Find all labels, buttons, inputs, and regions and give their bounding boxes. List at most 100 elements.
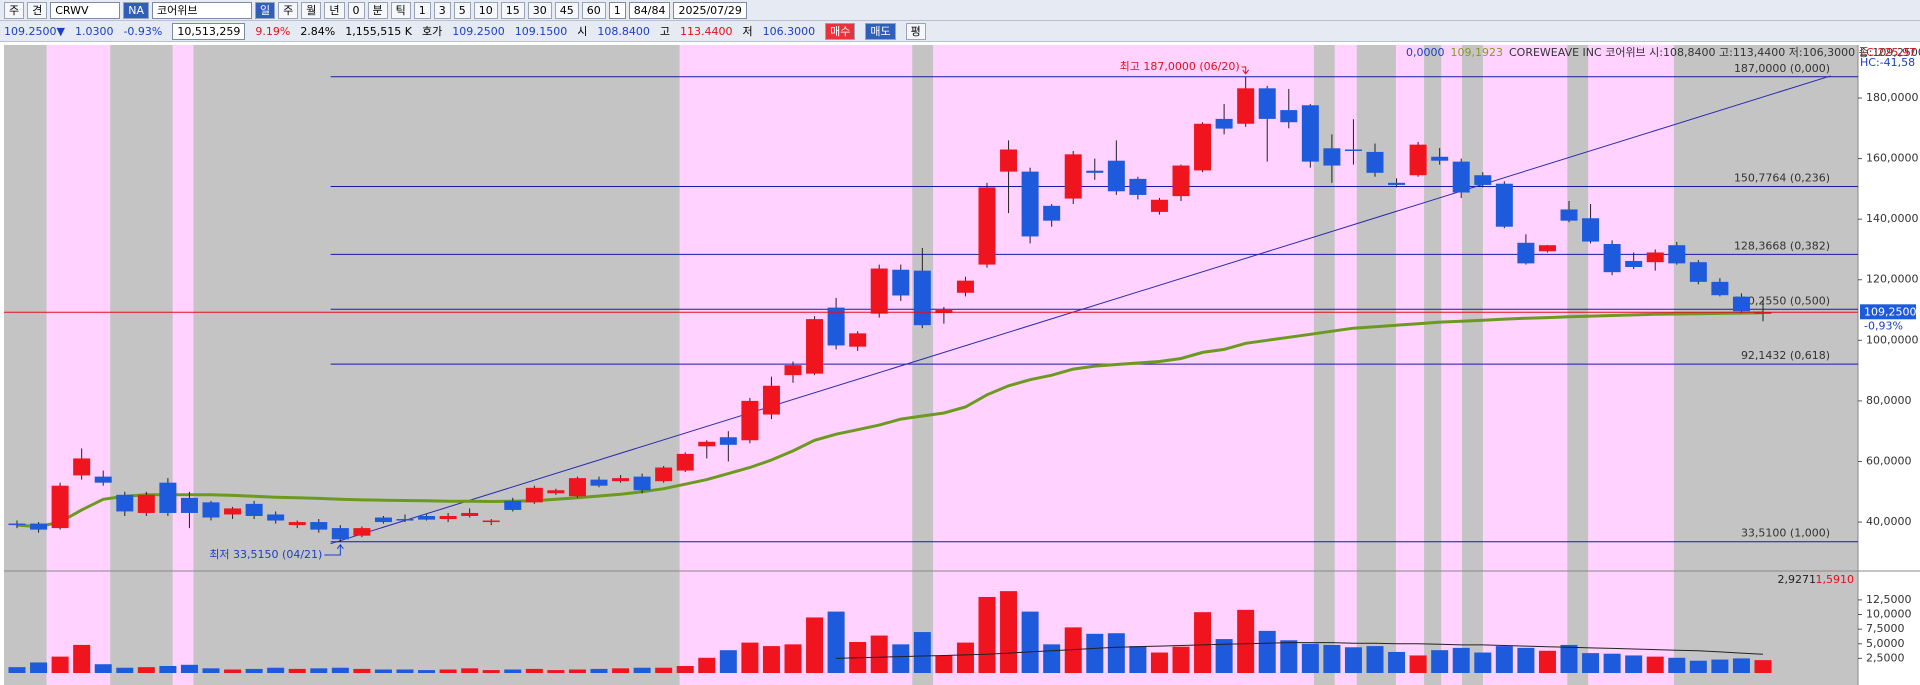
volume-bar bbox=[1646, 656, 1664, 673]
candle-body bbox=[719, 437, 737, 445]
volume-bar bbox=[719, 650, 737, 673]
volume-label: 2,9271 bbox=[1778, 573, 1817, 586]
candle-body bbox=[288, 522, 306, 526]
volume-bar bbox=[698, 657, 716, 673]
button[interactable]: 월 bbox=[301, 1, 322, 19]
buy-button[interactable]: 매수 bbox=[825, 22, 856, 40]
volume-bar bbox=[288, 668, 306, 673]
candle-body bbox=[1323, 148, 1341, 166]
candle-body bbox=[956, 280, 974, 293]
button[interactable]: 45 bbox=[554, 1, 579, 19]
volume-bar bbox=[439, 669, 457, 673]
volume-bar bbox=[1237, 609, 1255, 673]
candle-body bbox=[8, 523, 26, 526]
period-input[interactable]: 1 bbox=[608, 1, 626, 19]
volume: 10,513,259 bbox=[172, 22, 246, 40]
chart: 40,0000 60,0000 80,0000 100,0000 120,0000 140… bbox=[4, 45, 1920, 685]
candle-body bbox=[1129, 178, 1147, 195]
button[interactable]: 년 bbox=[324, 1, 345, 19]
volume-bar bbox=[73, 644, 91, 673]
volume-bar bbox=[913, 632, 931, 673]
candle-body bbox=[870, 268, 888, 314]
button[interactable]: 1 bbox=[413, 1, 431, 19]
candle-body bbox=[1000, 149, 1018, 172]
volume-bar bbox=[51, 656, 69, 673]
market-badge: NA bbox=[123, 1, 150, 19]
low: 106.3000 bbox=[762, 24, 816, 38]
button[interactable]: 3 bbox=[433, 1, 451, 19]
volume-bar bbox=[1150, 652, 1168, 673]
candle-body bbox=[849, 333, 867, 347]
y-tick-label: 120,0000 bbox=[1866, 273, 1919, 286]
axis-bg bbox=[1858, 45, 1920, 685]
volume-bar bbox=[310, 668, 328, 673]
volume-bar bbox=[1431, 650, 1449, 673]
y-tick-label: 60,0000 bbox=[1866, 454, 1912, 467]
session-band bbox=[172, 45, 194, 685]
volume-bar bbox=[633, 667, 651, 673]
y-tick-label: 140,0000 bbox=[1866, 212, 1919, 225]
candle-body bbox=[590, 479, 608, 486]
legend: 0,0000 109,1923 COREWEAVE INC 코어위브 시:108,8… bbox=[1406, 46, 1920, 59]
button[interactable]: 15 bbox=[500, 1, 525, 19]
button[interactable]: 5 bbox=[453, 1, 471, 19]
button[interactable]: 분 bbox=[367, 1, 388, 19]
y-tick-label: 160,0000 bbox=[1866, 152, 1919, 165]
fib-label: 92,1432 (0,618) bbox=[1741, 349, 1830, 362]
name-input[interactable]: 코어위브 bbox=[152, 1, 253, 19]
y-tick-label: 7,5000 bbox=[1866, 622, 1905, 635]
volume-bar bbox=[1107, 633, 1125, 673]
y-tick-label: 12,5000 bbox=[1866, 593, 1912, 606]
price-tag bbox=[1860, 304, 1916, 320]
candle-body bbox=[827, 307, 845, 346]
button[interactable]: 60 bbox=[581, 1, 606, 19]
button[interactable]: 일 bbox=[255, 1, 276, 19]
candle-body bbox=[202, 502, 220, 518]
lc-label: LC:225,97 bbox=[1860, 46, 1916, 59]
price-tag-label: 109,2500 bbox=[1864, 305, 1917, 318]
y-tick-label: 100,0000 bbox=[1866, 333, 1919, 346]
volume-bar bbox=[1344, 647, 1362, 673]
candle-body bbox=[892, 269, 910, 296]
button[interactable]: 10 bbox=[473, 1, 498, 19]
candle-body bbox=[1237, 88, 1255, 124]
candle-body bbox=[1560, 209, 1578, 221]
candle-body bbox=[935, 310, 953, 314]
candle-body bbox=[1603, 243, 1621, 273]
symbol-input[interactable]: CRWV bbox=[50, 1, 121, 19]
button[interactable]: 견 bbox=[27, 1, 48, 19]
candle-body bbox=[1452, 161, 1470, 193]
candle-body bbox=[1043, 205, 1061, 221]
button[interactable]: 주 bbox=[278, 1, 299, 19]
toolbar: 주 견 CRWV NA 코어위브 일 주 월 년 0 분 틱 1 3 5 10 … bbox=[0, 0, 1920, 21]
button[interactable]: 30 bbox=[527, 1, 552, 19]
hc-label: HC:-41,58 bbox=[1860, 56, 1915, 69]
candle-body bbox=[1086, 170, 1104, 173]
volume-bar bbox=[1560, 644, 1578, 673]
candle-body bbox=[224, 508, 242, 515]
volume-bar bbox=[202, 668, 220, 673]
volume-bar bbox=[245, 668, 263, 673]
button[interactable]: 0 bbox=[347, 1, 365, 19]
volume-bar bbox=[978, 596, 996, 673]
volume-bar bbox=[1215, 639, 1233, 673]
button[interactable]: 평 bbox=[905, 22, 926, 40]
volume-bar bbox=[116, 667, 134, 673]
volume-bar bbox=[8, 667, 26, 673]
session-band bbox=[1395, 45, 1425, 685]
date-input[interactable]: 2025/07/29 bbox=[673, 1, 747, 19]
sell-button[interactable]: 매도 bbox=[865, 22, 896, 40]
candle-body bbox=[1474, 175, 1492, 185]
candle-body bbox=[1754, 312, 1772, 314]
volume-bar bbox=[267, 667, 285, 673]
volume-bar bbox=[1582, 653, 1600, 673]
candle-body bbox=[1280, 110, 1298, 123]
volume-bar bbox=[1258, 630, 1276, 673]
button[interactable]: 주 bbox=[4, 1, 25, 19]
volume-bar bbox=[568, 669, 586, 673]
volume-bar bbox=[1754, 660, 1772, 673]
candle-body bbox=[51, 485, 69, 529]
button[interactable]: 틱 bbox=[390, 1, 411, 19]
count-display: 84/84 bbox=[628, 1, 671, 19]
